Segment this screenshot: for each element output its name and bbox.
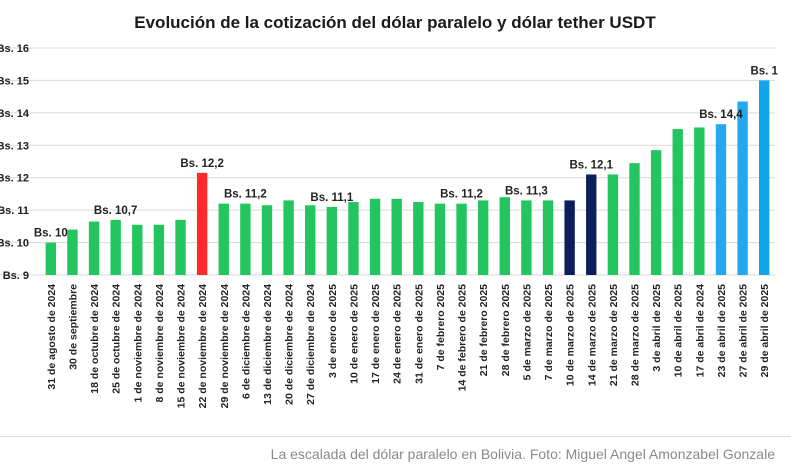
x-tick-label: 27 de diciembre de 2024 <box>305 284 317 405</box>
bar <box>240 203 251 275</box>
bar <box>759 80 770 275</box>
x-tick-label: 3 de abril de 2025 <box>651 284 663 372</box>
data-label: Bs. 14,4 <box>699 109 743 121</box>
bar <box>196 172 208 275</box>
y-tick-label: Bs. 13 <box>0 140 29 152</box>
bar <box>305 205 316 275</box>
x-tick-label: 25 de octubre de 2024 <box>111 284 123 394</box>
bar <box>348 202 359 275</box>
x-tick-label: 30 de septiembre <box>67 284 79 370</box>
data-labels: Bs. 10 Bs. 10,7 Bs. 12,2 Bs. 11,2 Bs. 11,1 Bs… <box>34 65 779 239</box>
data-label: Bs. 12,1 <box>570 159 614 171</box>
bar <box>88 221 100 275</box>
bar <box>413 202 424 275</box>
x-tick-label: 7 de marzo de 2025 <box>543 284 555 380</box>
x-axis-ticks: 31 de agosto de 2024 30 de septiembre 18 d… <box>46 284 771 408</box>
bar <box>629 163 640 275</box>
x-tick-label: 23 de abril de 2025 <box>716 284 728 378</box>
x-tick-label: 17 de abril de 2024 <box>694 284 706 378</box>
bar <box>45 242 56 275</box>
x-tick-label: 13 de diciembre de 2024 <box>262 284 274 405</box>
x-tick-label: 27 de abril de 2025 <box>738 284 750 378</box>
gridlines <box>0 47 775 276</box>
x-tick-label: 10 de enero de 2025 <box>348 284 360 384</box>
x-tick-label: 5 de marzo de 2025 <box>521 284 533 380</box>
bar <box>283 200 294 275</box>
bar <box>650 150 662 275</box>
x-tick-label: 20 de diciembre de 2024 <box>284 284 296 405</box>
x-tick-label: 21 de marzo de 2025 <box>608 284 620 386</box>
x-tick-label: 18 de octubre de 2024 <box>89 284 101 394</box>
bar <box>369 198 381 275</box>
bar <box>67 229 78 275</box>
x-tick-label: 14 de febrero de 2025 <box>457 284 469 392</box>
bar <box>607 174 619 275</box>
bar <box>521 200 532 275</box>
x-tick-label: 7 de febrero 2025 <box>435 284 447 371</box>
chart-container: Evolución de la cotización del dólar par… <box>0 13 779 408</box>
divider <box>0 436 791 437</box>
photo-caption: La escalada del dólar paralelo en Bolivi… <box>270 446 775 462</box>
y-tick-label: Bs. 15 <box>0 75 29 87</box>
bar <box>261 205 273 275</box>
bar <box>132 224 143 275</box>
data-label: Bs. 11,3 <box>505 185 548 197</box>
data-label: Bs. 10 <box>34 228 68 240</box>
y-axis-ticks: Bs. 9 Bs. 10 Bs. 11 Bs. 12 Bs. 13 Bs. 14 Bs. 1… <box>0 43 30 282</box>
bar-chart: Evolución de la cotización del dólar par… <box>0 13 779 408</box>
x-tick-label: 14 de marzo de 2025 <box>586 284 598 386</box>
bar <box>153 224 165 275</box>
x-tick-label: 6 de diciembre de 2024 <box>240 284 252 399</box>
bar <box>694 127 705 275</box>
x-tick-label: 10 de marzo de 2025 <box>565 284 577 386</box>
x-tick-label: 29 de noviembre de 2024 <box>219 284 231 408</box>
y-tick-label: Bs. 11 <box>0 205 29 217</box>
bar <box>110 219 121 275</box>
bar <box>542 200 554 275</box>
bar <box>564 200 575 275</box>
x-tick-label: 3 de enero de 2025 <box>327 284 339 378</box>
data-label: Bs. 11,2 <box>224 189 267 201</box>
data-label: Bs. 10,7 <box>94 205 137 217</box>
bar <box>218 203 229 275</box>
y-tick-label: Bs. 9 <box>3 270 29 282</box>
x-tick-label: 17 de enero de 2025 <box>370 284 382 384</box>
chart-title: Evolución de la cotización del dólar par… <box>134 13 656 32</box>
bar <box>672 129 683 275</box>
data-label: Bs. 1 <box>750 65 778 77</box>
x-tick-label: 15 de noviembre de 2024 <box>176 284 188 408</box>
bar <box>434 203 446 275</box>
bar <box>326 206 338 275</box>
data-label: Bs. 12,2 <box>180 158 223 170</box>
bar <box>391 198 402 275</box>
x-tick-label: 1 de noviembre de 2024 <box>132 284 144 403</box>
y-tick-label: Bs. 14 <box>0 108 30 120</box>
data-label: Bs. 11,1 <box>310 192 353 204</box>
x-tick-label: 28 de febrero 2025 <box>500 284 512 376</box>
x-tick-label: 29 de abril de 2025 <box>759 284 771 378</box>
y-tick-label: Bs. 16 <box>0 43 29 55</box>
bars <box>45 80 770 275</box>
x-tick-label: 10 de abril de 2025 <box>673 284 685 378</box>
bar <box>175 219 186 275</box>
x-tick-label: 28 de marzo de 2025 <box>629 284 641 386</box>
x-tick-label: 24 de enero de 2025 <box>392 284 404 384</box>
x-tick-label: 22 de noviembre de 2024 <box>197 284 209 408</box>
data-label: Bs. 11,2 <box>440 189 483 201</box>
bar <box>456 203 467 275</box>
bar <box>737 101 748 275</box>
y-tick-label: Bs. 12 <box>0 173 29 185</box>
x-tick-label: 31 de agosto de 2024 <box>46 284 58 390</box>
bar <box>499 197 510 275</box>
x-tick-label: 31 de enero de 2025 <box>413 284 425 384</box>
bar <box>477 200 489 275</box>
bar <box>715 124 727 275</box>
x-tick-label: 21 de febrero 2025 <box>478 284 490 376</box>
x-tick-label: 8 de noviembre de 2024 <box>154 284 166 403</box>
y-tick-label: Bs. 10 <box>0 238 29 250</box>
bar <box>586 174 597 275</box>
